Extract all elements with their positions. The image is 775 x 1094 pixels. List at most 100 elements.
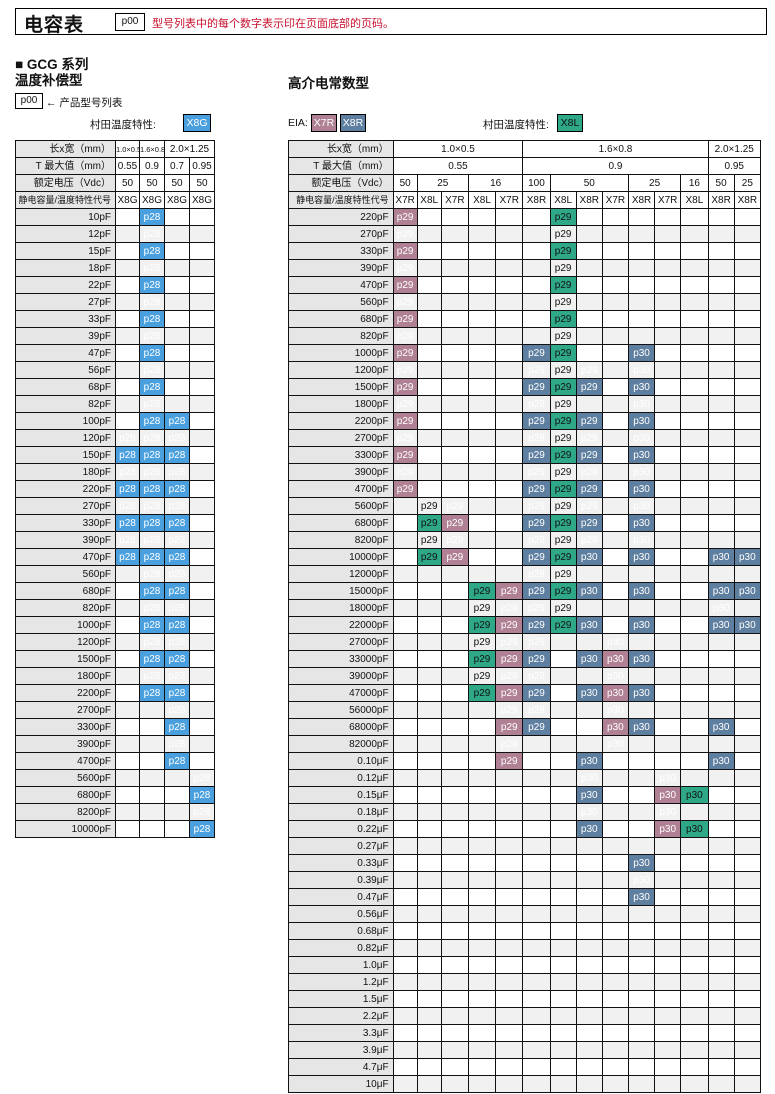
page-ref-cell[interactable]: p29 <box>392 344 418 362</box>
page-ref-cell[interactable]: p30 <box>627 531 656 549</box>
page-ref-cell[interactable]: p30 <box>733 582 762 600</box>
page-ref-cell[interactable]: p30 <box>601 650 629 668</box>
page-ref-cell[interactable]: p28 <box>139 446 165 464</box>
page-ref-cell[interactable]: p30 <box>707 548 735 566</box>
page-ref-cell[interactable]: p29 <box>467 582 497 600</box>
page-ref-cell[interactable]: p30 <box>627 497 656 515</box>
page-ref-cell[interactable]: p29 <box>522 701 551 719</box>
page-ref-cell[interactable]: p29 <box>392 429 418 447</box>
page-ref-cell[interactable]: p29 <box>392 327 418 345</box>
page-ref-cell[interactable]: p29 <box>522 378 551 396</box>
page-ref-cell[interactable]: p28 <box>139 531 165 549</box>
page-ref-cell[interactable]: p30 <box>627 429 656 447</box>
page-ref-cell[interactable]: p28 <box>164 701 190 719</box>
page-ref-cell[interactable]: p29 <box>522 548 551 566</box>
page-ref-cell[interactable]: p29 <box>416 531 442 549</box>
page-ref-cell[interactable]: p29 <box>549 259 577 277</box>
page-ref-cell[interactable]: p30 <box>575 684 603 702</box>
page-ref-cell[interactable]: p30 <box>601 735 629 753</box>
page-ref-cell[interactable]: p29 <box>549 327 577 345</box>
page-ref-cell[interactable]: p30 <box>627 361 656 379</box>
page-ref-cell[interactable]: p30 <box>707 718 735 736</box>
page-ref-cell[interactable]: p30 <box>601 701 629 719</box>
page-ref-cell[interactable]: p28 <box>139 633 165 651</box>
page-ref-cell[interactable]: p28 <box>139 310 165 328</box>
page-ref-cell[interactable]: p29 <box>392 208 418 226</box>
page-ref-cell[interactable]: p29 <box>549 463 577 481</box>
page-ref-cell[interactable]: p29 <box>549 344 577 362</box>
page-ref-cell[interactable]: p28 <box>115 514 140 532</box>
page-ref-cell[interactable]: p29 <box>392 463 418 481</box>
page-ref-cell[interactable]: p28 <box>164 650 190 668</box>
page-ref-cell[interactable]: p29 <box>522 565 551 583</box>
page-ref-cell[interactable]: p30 <box>575 786 603 804</box>
page-ref-cell[interactable]: p29 <box>440 531 469 549</box>
page-ref-cell[interactable]: p28 <box>139 429 165 447</box>
page-ref-cell[interactable]: p28 <box>139 514 165 532</box>
page-ref-cell[interactable]: p29 <box>549 599 577 617</box>
page-ref-cell[interactable]: p29 <box>522 446 551 464</box>
page-ref-cell[interactable]: p29 <box>575 497 603 515</box>
page-ref-cell[interactable]: p29 <box>575 514 603 532</box>
page-ref-cell[interactable]: p28 <box>164 463 190 481</box>
page-ref-cell[interactable]: p29 <box>467 667 497 685</box>
page-ref-cell[interactable]: p29 <box>522 463 551 481</box>
page-ref-cell[interactable]: p29 <box>495 650 524 668</box>
page-ref-cell[interactable]: p28 <box>115 548 140 566</box>
page-ref-cell[interactable]: p29 <box>549 293 577 311</box>
page-ref-cell[interactable]: p28 <box>139 616 165 634</box>
page-ref-cell[interactable]: p29 <box>392 276 418 294</box>
page-ref-cell[interactable]: p29 <box>549 208 577 226</box>
page-ref-cell[interactable]: p29 <box>522 361 551 379</box>
page-ref-cell[interactable]: p28 <box>164 616 190 634</box>
page-ref-cell[interactable]: p29 <box>495 701 524 719</box>
page-ref-cell[interactable]: p30 <box>627 871 656 889</box>
page-ref-cell[interactable]: p29 <box>575 531 603 549</box>
page-ref-cell[interactable]: p29 <box>522 429 551 447</box>
page-ref-cell[interactable]: p30 <box>627 718 656 736</box>
page-ref-cell[interactable]: p30 <box>627 616 656 634</box>
page-ref-cell[interactable]: p28 <box>164 633 190 651</box>
page-ref-cell[interactable]: p29 <box>495 667 524 685</box>
page-ref-cell[interactable]: p30 <box>627 684 656 702</box>
page-ref-cell[interactable]: p28 <box>164 718 190 736</box>
page-ref-cell[interactable]: p30 <box>627 854 656 872</box>
page-ref-cell[interactable]: p29 <box>392 412 418 430</box>
page-ref-cell[interactable]: p29 <box>522 616 551 634</box>
page-ref-cell[interactable]: p28 <box>139 344 165 362</box>
page-ref-cell[interactable]: p29 <box>495 735 524 753</box>
page-ref-cell[interactable]: p30 <box>654 803 682 821</box>
page-ref-cell[interactable]: p29 <box>549 429 577 447</box>
page-ref-cell[interactable]: p28 <box>115 497 140 515</box>
page-ref-cell[interactable]: p28 <box>139 208 165 226</box>
page-ref-cell[interactable]: p30 <box>707 616 735 634</box>
page-ref-cell[interactable]: p28 <box>164 735 190 753</box>
page-ref-cell[interactable]: p29 <box>392 378 418 396</box>
page-ref-cell[interactable]: p29 <box>549 514 577 532</box>
page-ref-cell[interactable]: p30 <box>654 786 682 804</box>
page-ref-cell[interactable]: p28 <box>164 412 190 430</box>
page-ref-cell[interactable]: p30 <box>575 548 603 566</box>
page-ref-cell[interactable]: p28 <box>164 548 190 566</box>
page-ref-cell[interactable]: p30 <box>680 820 709 838</box>
page-ref-cell[interactable]: p29 <box>467 633 497 651</box>
page-ref-cell[interactable]: p29 <box>440 497 469 515</box>
page-ref-cell[interactable]: p30 <box>575 752 603 770</box>
page-ref-cell[interactable]: p28 <box>189 769 215 787</box>
page-ref-cell[interactable]: p30 <box>627 395 656 413</box>
page-ref-cell[interactable]: p30 <box>601 684 629 702</box>
page-ref-cell[interactable]: p29 <box>467 599 497 617</box>
page-ref-cell[interactable]: p28 <box>139 276 165 294</box>
page-ref-cell[interactable]: p28 <box>139 327 165 345</box>
page-ref-cell[interactable]: p28 <box>164 582 190 600</box>
page-ref-cell[interactable]: p30 <box>627 344 656 362</box>
page-ref-cell[interactable]: p28 <box>164 514 190 532</box>
page-ref-cell[interactable]: p28 <box>189 820 215 838</box>
page-ref-cell[interactable]: p29 <box>575 412 603 430</box>
page-ref-cell[interactable]: p29 <box>575 446 603 464</box>
page-ref-cell[interactable]: p29 <box>549 616 577 634</box>
page-ref-cell[interactable]: p29 <box>575 480 603 498</box>
page-ref-cell[interactable]: p29 <box>416 514 442 532</box>
page-ref-cell[interactable]: p28 <box>139 480 165 498</box>
page-ref-cell[interactable]: p29 <box>549 548 577 566</box>
